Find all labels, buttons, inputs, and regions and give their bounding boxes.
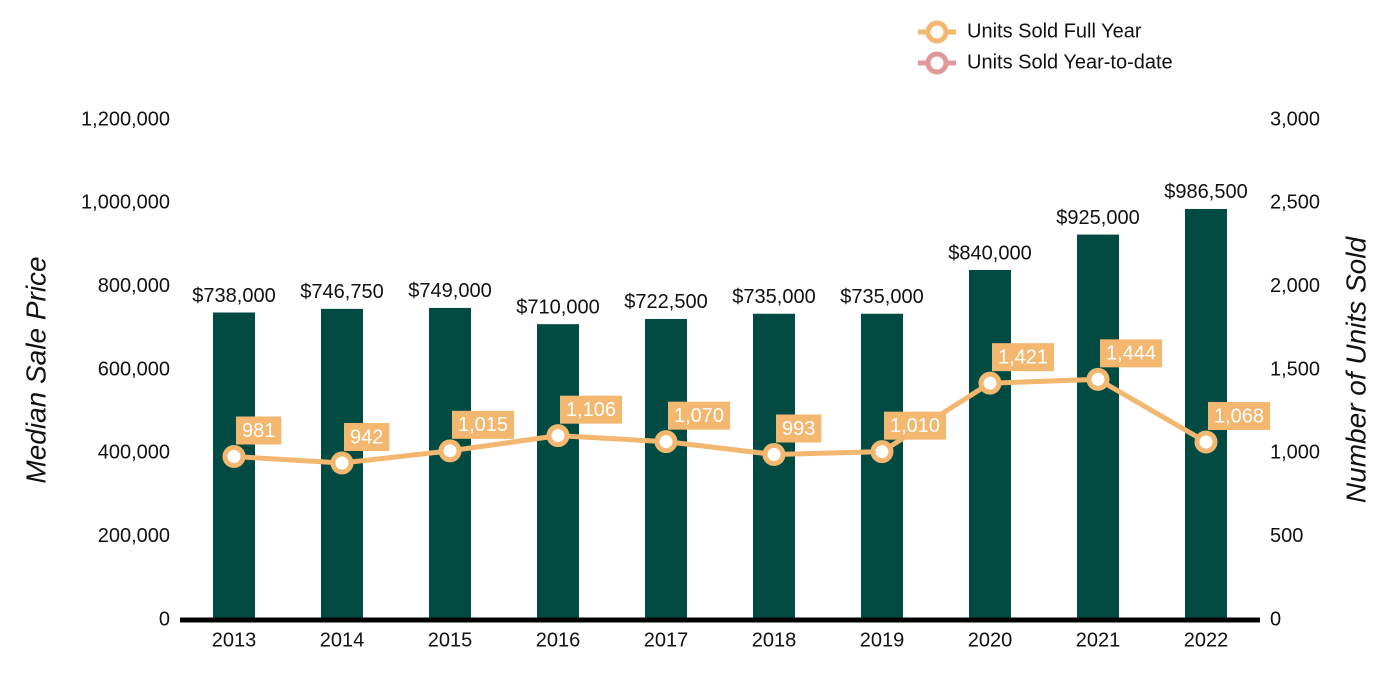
point-label: 1,421 (998, 346, 1048, 368)
x-tick-label: 2017 (644, 629, 689, 651)
y2-tick-label: 2,500 (1270, 192, 1320, 214)
bar (861, 313, 903, 620)
point (1194, 430, 1218, 454)
y-tick-label: 1,000,000 (81, 192, 170, 214)
bar-value-label: $925,000 (1056, 207, 1139, 229)
point-label-box (668, 401, 731, 430)
point-label: 1,106 (566, 399, 616, 421)
point-label: 1,068 (1214, 405, 1264, 427)
legend-marker (925, 20, 949, 44)
y2-tick-label: 1,000 (1270, 442, 1320, 464)
y2-tick-label: 0 (1270, 608, 1281, 630)
bar (1077, 234, 1119, 621)
point (222, 445, 246, 468)
y-axis-title: Median Sale Price (20, 256, 51, 483)
point-label-box (560, 395, 623, 424)
bar-value-label: $986,500 (1164, 181, 1247, 203)
bar-value-label: $746,750 (300, 281, 383, 303)
bar (753, 313, 795, 620)
y2-axis-title: Number of Units Sold (1340, 236, 1371, 504)
point (870, 440, 894, 464)
y2-tick-label: 1,500 (1270, 358, 1320, 380)
point (438, 439, 462, 463)
bar-value-label: $722,500 (624, 291, 707, 313)
point-label-box (884, 411, 947, 440)
point (330, 451, 354, 475)
point (546, 424, 570, 448)
legend-label: Units Sold Year-to-date (967, 51, 1173, 73)
x-tick-label: 2014 (320, 629, 365, 651)
point-label: 942 (350, 426, 383, 448)
x-tick-label: 2020 (968, 629, 1013, 651)
legend-label: Units Sold Full Year (967, 20, 1142, 42)
x-tick-label: 2022 (1184, 629, 1229, 651)
bar (537, 324, 579, 620)
point-label: 1,010 (890, 415, 940, 437)
bar-value-label: $735,000 (840, 286, 923, 308)
point-label-box (236, 416, 282, 445)
point-label-box (776, 414, 822, 443)
y-tick-label: 400,000 (98, 442, 170, 464)
bar (429, 307, 471, 620)
point (978, 371, 1002, 395)
point-label-box (992, 343, 1055, 372)
y2-tick-label: 500 (1270, 525, 1303, 547)
x-tick-label: 2016 (536, 629, 581, 651)
point (654, 430, 678, 454)
point-label: 1,015 (458, 414, 508, 436)
bar-value-label: $840,000 (948, 242, 1031, 264)
x-tick-label: 2018 (752, 629, 797, 651)
x-tick-label: 2015 (428, 629, 473, 651)
point (1086, 367, 1110, 391)
bar-value-label: $749,000 (408, 280, 491, 302)
x-tick-label: 2013 (212, 629, 257, 651)
bar (645, 318, 687, 620)
bar-value-label: $738,000 (192, 285, 275, 307)
point (762, 443, 786, 466)
point-label-box (452, 410, 515, 439)
legend-marker (925, 51, 949, 75)
point-label: 1,444 (1106, 343, 1156, 365)
point-label-box (1100, 339, 1163, 368)
bar-value-label: $735,000 (732, 286, 815, 308)
y2-tick-label: 3,000 (1270, 108, 1320, 130)
y2-tick-label: 2,000 (1270, 275, 1320, 297)
y-tick-label: 800,000 (98, 275, 170, 297)
point-label-box (344, 423, 390, 451)
x-tick-label: 2021 (1076, 629, 1121, 651)
x-tick-label: 2019 (860, 629, 905, 651)
point-label: 1,070 (674, 405, 724, 427)
y-tick-label: 200,000 (98, 525, 170, 547)
line (233, 376, 1208, 466)
point-label: 981 (242, 420, 275, 442)
point-label-box (1208, 402, 1271, 430)
bar (969, 270, 1011, 620)
y-tick-label: 1,200,000 (81, 108, 170, 130)
y-tick-label: 600,000 (98, 358, 170, 380)
bar-value-label: $710,000 (516, 296, 599, 318)
point-label: 993 (782, 418, 815, 440)
y-tick-label: 0 (159, 608, 170, 630)
